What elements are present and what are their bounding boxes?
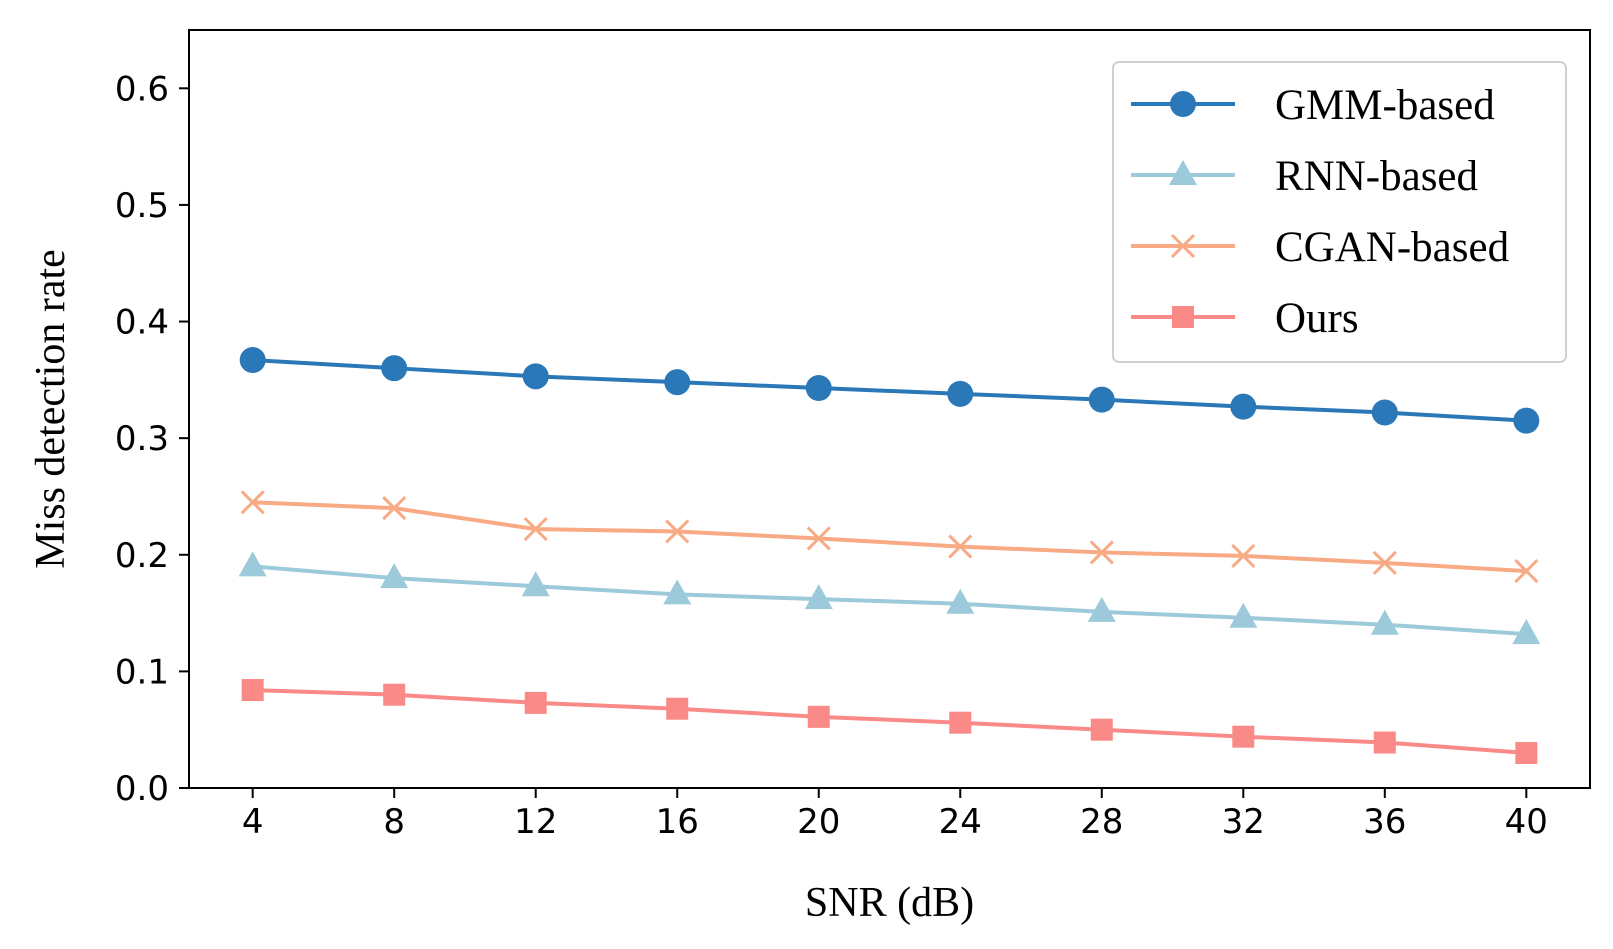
y-tick-label: 0.6 (115, 69, 169, 109)
x-tick-label: 4 (242, 802, 264, 842)
legend-marker (1169, 160, 1197, 185)
y-tick-label: 0.3 (115, 419, 169, 459)
data-point (666, 697, 689, 720)
x-tick-label: 24 (939, 802, 982, 842)
legend-item: CGAN-based (1131, 224, 1509, 271)
data-point (1512, 619, 1541, 645)
data-point (381, 355, 408, 382)
y-tick-label: 0.2 (115, 536, 169, 576)
plot-area (238, 347, 1541, 765)
data-point (804, 584, 833, 610)
data-point (522, 363, 549, 390)
data-point (1514, 559, 1539, 584)
data-point (1090, 718, 1113, 741)
data-point (806, 526, 831, 551)
legend-item: GMM-based (1131, 82, 1495, 129)
data-point (523, 517, 548, 542)
legend-marker (1170, 233, 1196, 259)
legend-marker (1172, 306, 1194, 328)
data-point (665, 519, 690, 544)
x-axis-ticks: 4 8 12 16 20 24 28 32 36 40 (242, 788, 1548, 842)
x-tick-label: 28 (1080, 802, 1123, 842)
series-line (252, 358, 1527, 423)
data-point (380, 563, 409, 589)
data-point (1089, 540, 1114, 565)
data-point (1232, 725, 1255, 748)
series-line (252, 688, 1527, 756)
plot-frame (188, 29, 1591, 789)
series-gmm-based (239, 347, 1540, 434)
x-tick-label: 8 (383, 802, 405, 842)
data-point (521, 571, 550, 597)
x-tick-label: 16 (656, 802, 699, 842)
y-tick-label: 0.0 (115, 769, 169, 809)
data-point (1371, 399, 1398, 426)
legend-label: GMM-based (1275, 82, 1495, 129)
data-point (1230, 393, 1257, 420)
series-ours (241, 679, 1538, 765)
x-tick-label: 36 (1363, 802, 1406, 842)
legend-box (1112, 61, 1567, 363)
x-tick-label: 20 (797, 802, 840, 842)
legend-label: RNN-based (1275, 153, 1478, 200)
data-point (663, 579, 692, 605)
data-point (946, 588, 975, 614)
y-tick-label: 0.5 (115, 186, 169, 226)
y-tick-label: 0.4 (115, 303, 169, 343)
x-axis-label: SNR (dB) (805, 880, 974, 926)
data-point (241, 679, 264, 702)
data-point (1372, 550, 1397, 575)
series-line (252, 500, 1527, 574)
data-point (1231, 543, 1256, 568)
data-point (1088, 386, 1115, 413)
data-point (948, 534, 973, 559)
data-point (382, 496, 407, 521)
legend-item: Ours (1131, 295, 1359, 342)
x-tick-label: 12 (514, 802, 557, 842)
series-line (252, 564, 1527, 637)
data-point (947, 380, 974, 407)
data-point (1370, 609, 1399, 635)
y-tick-label: 0.1 (115, 652, 169, 692)
y-axis-ticks: 0.0 0.1 0.2 0.3 0.4 0.5 0.6 (115, 69, 189, 809)
data-point (1373, 731, 1396, 754)
data-point (524, 691, 547, 714)
data-point (807, 705, 830, 728)
data-point (949, 711, 972, 734)
data-point (239, 347, 266, 374)
data-point (1087, 596, 1116, 622)
data-point (383, 683, 406, 706)
data-point (805, 375, 832, 402)
series-rnn-based (238, 551, 1541, 645)
data-point (1513, 407, 1540, 434)
data-point (238, 551, 267, 577)
series-cgan-based (240, 490, 1539, 584)
legend-label: CGAN-based (1275, 224, 1509, 271)
legend-label: Ours (1275, 295, 1359, 342)
x-tick-label: 32 (1222, 802, 1265, 842)
legend-item: RNN-based (1131, 153, 1478, 200)
legend-marker (1170, 91, 1196, 117)
data-point (664, 369, 691, 396)
y-axis-label: Miss detection rate (28, 249, 74, 569)
data-point (240, 490, 265, 515)
legend: GMM-based RNN-based CGAN-based Ours (1112, 61, 1567, 363)
x-tick-label: 40 (1505, 802, 1548, 842)
data-point (1229, 602, 1258, 628)
data-point (1515, 742, 1538, 765)
